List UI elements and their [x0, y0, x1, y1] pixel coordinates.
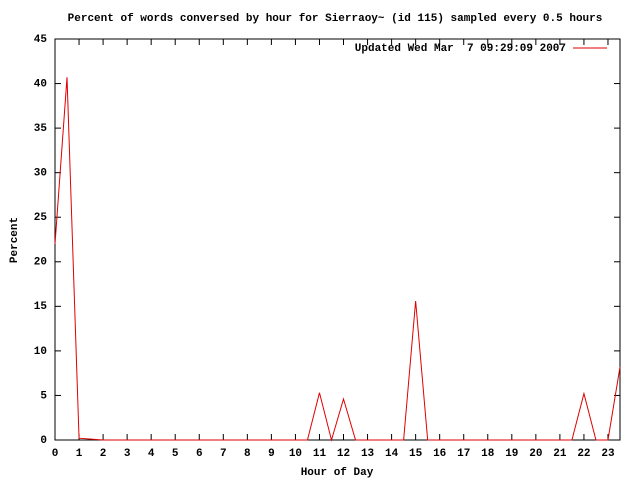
data-line — [54, 77, 621, 442]
x-tick-label: 8 — [244, 448, 251, 460]
y-tick-label: 25 — [34, 212, 48, 224]
x-tick-label: 16 — [433, 448, 446, 460]
x-tick-label: 10 — [289, 448, 302, 460]
x-tick-label: 17 — [457, 448, 470, 460]
x-tick-label: 2 — [100, 448, 107, 460]
x-tick-label: 12 — [337, 448, 350, 460]
y-tick-label: 5 — [40, 390, 47, 402]
x-tick-label: 0 — [52, 448, 59, 460]
y-tick-label: 15 — [34, 301, 48, 313]
x-tick-label: 5 — [172, 448, 179, 460]
x-tick-label: 3 — [124, 448, 131, 460]
x-tick-label: 21 — [553, 448, 567, 460]
y-tick-label: 20 — [34, 257, 47, 269]
legend-label: Updated Wed Mar 7 09:29:09 2007 — [355, 43, 566, 55]
x-tick-label: 9 — [268, 448, 275, 460]
x-axis-label: Hour of Day — [301, 467, 374, 479]
x-tick-label: 11 — [313, 448, 327, 460]
y-tick-label: 10 — [34, 346, 47, 358]
x-tick-label: 22 — [577, 448, 590, 460]
x-tick-label: 1 — [76, 448, 83, 460]
y-axis-label: Percent — [9, 217, 21, 263]
x-tick-label: 6 — [196, 448, 203, 460]
x-tick-label: 14 — [385, 448, 399, 460]
x-tick-label: 18 — [481, 448, 495, 460]
x-tick-label: 19 — [505, 448, 518, 460]
y-tick-label: 40 — [34, 78, 47, 90]
plot-border — [54, 38, 621, 441]
y-tick-label: 45 — [34, 34, 48, 46]
x-tick-label: 20 — [529, 448, 542, 460]
x-tick-label: 4 — [148, 448, 155, 460]
y-tick-label: 35 — [34, 123, 48, 135]
x-tick-label: 7 — [220, 448, 227, 460]
y-tick-label: 0 — [40, 435, 47, 447]
y-tick-label: 30 — [34, 168, 47, 180]
chart-title: Percent of words conversed by hour for S… — [68, 13, 603, 25]
x-tick-label: 15 — [409, 448, 423, 460]
x-tick-label: 23 — [601, 448, 615, 460]
x-tick-label: 13 — [361, 448, 375, 460]
